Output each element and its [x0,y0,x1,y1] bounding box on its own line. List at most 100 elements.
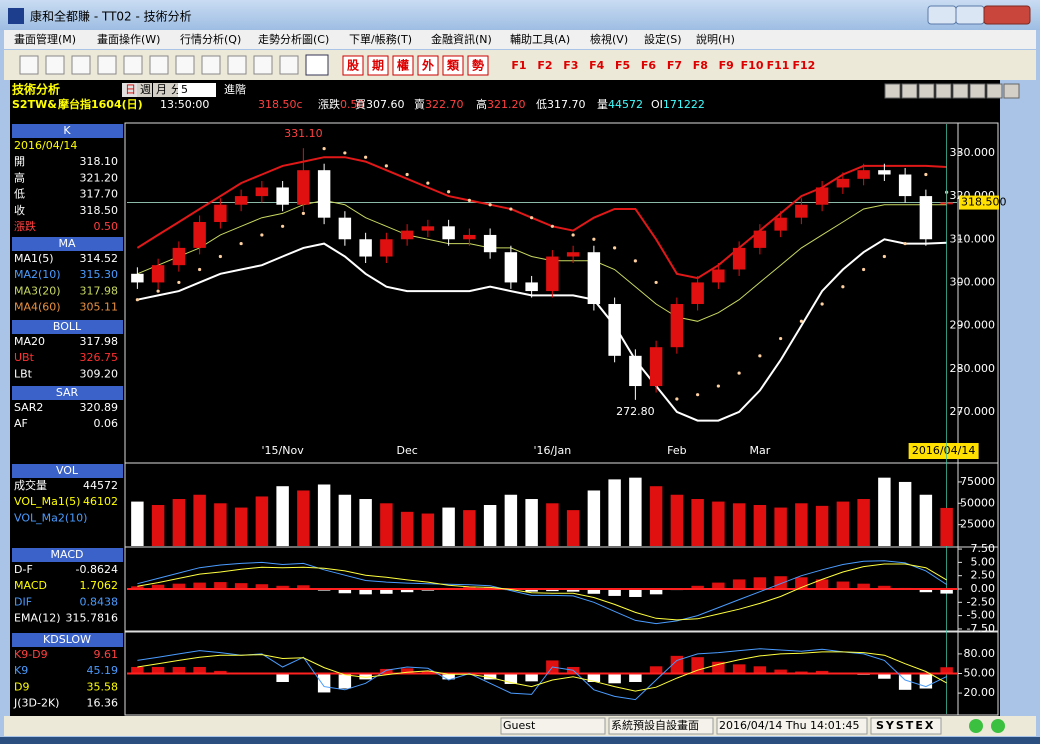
menu-item[interactable]: 檢視(V) [590,32,628,46]
tool-icon[interactable] [253,55,273,75]
function-key[interactable]: F10 [741,59,764,72]
tool-icon[interactable] [71,55,91,75]
chart-tool-button[interactable] [969,83,986,99]
menu-item[interactable]: 畫面管理(M) [14,32,76,46]
period-label[interactable]: 週 [140,83,151,96]
market-button[interactable] [417,55,439,76]
candle-body [504,252,518,283]
chart-tool-button[interactable] [1003,83,1020,99]
sar-dot [530,216,534,220]
tool-icon[interactable] [201,55,221,75]
market-button[interactable] [442,55,464,76]
sar-dot [177,280,181,285]
function-key[interactable]: F9 [719,59,734,72]
sar-dot [737,371,741,375]
tool-icon[interactable] [123,55,143,75]
chart-tool-button[interactable] [901,83,918,99]
menu-item[interactable]: 畫面操作(W) [97,32,160,46]
histogram-bar [234,583,248,589]
title-bar [0,0,1040,30]
market-label[interactable]: 類 [446,58,460,73]
candle-body [421,226,435,231]
histogram-bar [276,673,289,682]
volume-bar [442,507,455,546]
menu-item[interactable]: 設定(S) [644,32,682,46]
period-button[interactable] [153,83,168,97]
status-light [969,719,983,733]
chart-tool-button[interactable] [952,83,969,99]
candle-body [795,204,808,218]
panel-value: 0.8438 [80,595,119,608]
market-button[interactable] [367,55,389,76]
quote-name: 摩台指1604(日) [58,97,143,111]
tool-icon[interactable] [149,55,169,75]
panel-header [12,124,123,138]
close-button[interactable] [983,5,1031,25]
period-label[interactable]: 分 [171,83,182,96]
advanced-button[interactable]: 進階 [224,82,246,96]
tool-icon[interactable] [19,55,39,75]
function-key[interactable]: F6 [641,59,657,72]
tool-icon[interactable] [227,55,247,75]
market-label[interactable]: 股 [347,58,360,73]
function-key[interactable]: F1 [511,59,526,72]
x-tick-label: Feb [667,444,686,457]
chart-tool-button[interactable] [884,83,901,99]
function-key[interactable]: F8 [693,59,708,72]
panel-value: 315.30 [80,268,119,281]
menu-item[interactable]: 說明(H) [696,32,735,46]
volume-bar [815,505,829,546]
histogram-bar [400,668,414,674]
maximize-button[interactable] [955,5,985,25]
tool-icon[interactable] [175,55,195,75]
market-button[interactable] [392,55,414,76]
panel-label: 漲跌 [14,219,36,233]
histogram-bar [421,670,435,674]
chart-tool-button[interactable] [935,83,952,99]
function-key[interactable]: F3 [563,59,578,72]
x-tick-label: '15/Nov [262,444,305,457]
panel-title: KDSLOW [43,633,91,646]
histogram-bar [214,582,227,589]
function-key[interactable]: F5 [615,59,630,72]
market-label[interactable]: 權 [397,58,409,73]
market-label[interactable]: 勢 [472,58,484,73]
tool-icon[interactable] [279,55,299,75]
period-button[interactable] [122,83,137,97]
tool-icon[interactable] [45,55,65,75]
y-tick-label: 20.00 [964,686,996,699]
quote-value: 44572 [608,98,643,111]
period-label[interactable]: 日 [125,83,136,96]
function-key[interactable]: F2 [537,59,552,72]
candle-body [463,234,476,240]
market-label[interactable]: 期 [372,58,384,73]
histogram-bar [608,673,621,684]
period-button[interactable] [137,83,152,97]
panel-header [12,464,123,478]
menu-item[interactable]: 下單/帳務(T) [349,32,412,46]
market-button[interactable] [467,55,489,76]
minutes-box[interactable] [178,83,216,97]
market-button[interactable] [342,55,364,76]
function-key[interactable]: F7 [667,59,682,72]
panel-label: K9-D9 [14,648,48,661]
sar-dot [675,397,679,401]
menu-item[interactable]: 行情分析(Q) [180,32,241,46]
market-label[interactable]: 外 [422,58,434,73]
function-key[interactable]: F4 [589,59,605,72]
function-key[interactable]: F12 [792,59,815,72]
menu-item[interactable]: 金融資訊(N) [431,32,492,46]
chart-tool-button[interactable] [986,83,1003,99]
period-label[interactable]: 月 [156,83,167,96]
menu-item[interactable]: 輔助工具(A) [510,32,570,46]
menu-item[interactable]: 走勢分析圖(C) [258,32,329,46]
candle-body [712,269,725,283]
minutes-value[interactable]: 5 [181,83,188,96]
chart-tool-button[interactable] [918,83,935,99]
tool-icon[interactable] [97,55,117,75]
function-key[interactable]: F11 [767,59,790,72]
candle-body [338,217,352,240]
volume-bar [940,507,953,546]
minimize-button[interactable] [927,5,957,25]
panel-value: 46102 [83,495,118,508]
